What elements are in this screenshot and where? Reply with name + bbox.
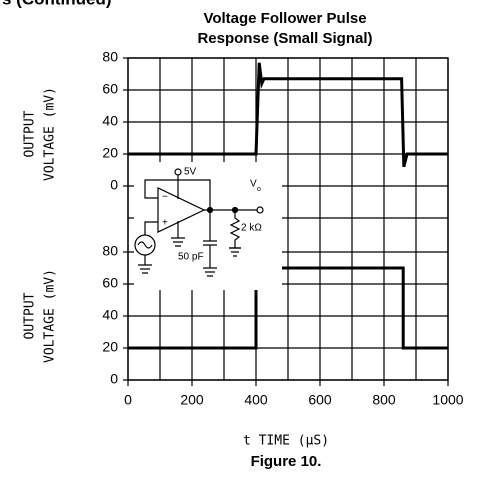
header: s (Continued) [2,0,112,8]
x-tick-label: 200 [180,392,204,408]
supply-label: 5V [184,167,197,178]
ground [171,221,185,247]
x-tick-label: 0 [124,392,132,408]
line-series [128,266,448,350]
y-tick-label: 20 [102,339,118,355]
resistor-label: 2 kΩ [241,223,262,234]
y-axis-label: OUTPUT [23,110,38,157]
chart-title: Response (Small Signal) [197,30,372,47]
plus-label: + [162,218,168,229]
circuit-background [134,162,282,290]
capacitor-label: 50 pF [178,252,204,263]
minus-label: − [162,192,168,203]
y-tick-label: 0 [110,371,118,387]
y-tick-label: 80 [102,49,118,65]
x-tick-label: 600 [308,392,332,408]
x-tick-label: 400 [244,392,268,408]
op-amp [157,187,206,233]
y-tick-label: 20 [102,145,118,161]
y-tick-label: 60 [102,81,118,97]
sine [137,241,153,249]
y-tick-label: 60 [102,275,118,291]
line-series [128,62,448,168]
ground [138,255,152,274]
output-label: V [250,179,257,190]
capacitor [203,210,217,277]
y-axis-label: VOLTAGE (mV) [43,269,58,363]
terminal [256,206,264,214]
y-tick-label: 80 [102,243,118,259]
ground [229,247,241,257]
y-tick-label: 0 [110,177,118,193]
resistor [229,210,241,248]
terminal [174,168,182,176]
wire [144,221,158,235]
circuit [134,162,282,290]
x-axis-label: t TIME (μS) [243,434,329,449]
y-tick-label: 40 [102,113,118,129]
y-tick-label: 40 [102,307,118,323]
y-axis-label: OUTPUT [23,292,38,339]
caption: Figure 10. [251,453,322,470]
x-tick-label: 800 [372,392,396,408]
wire [144,179,211,210]
output-subscript: o [257,186,261,193]
y-axis-label: VOLTAGE (mV) [43,87,58,181]
x-tick-label: 1000 [432,392,463,408]
chart-title: Voltage Follower Pulse [203,10,366,27]
